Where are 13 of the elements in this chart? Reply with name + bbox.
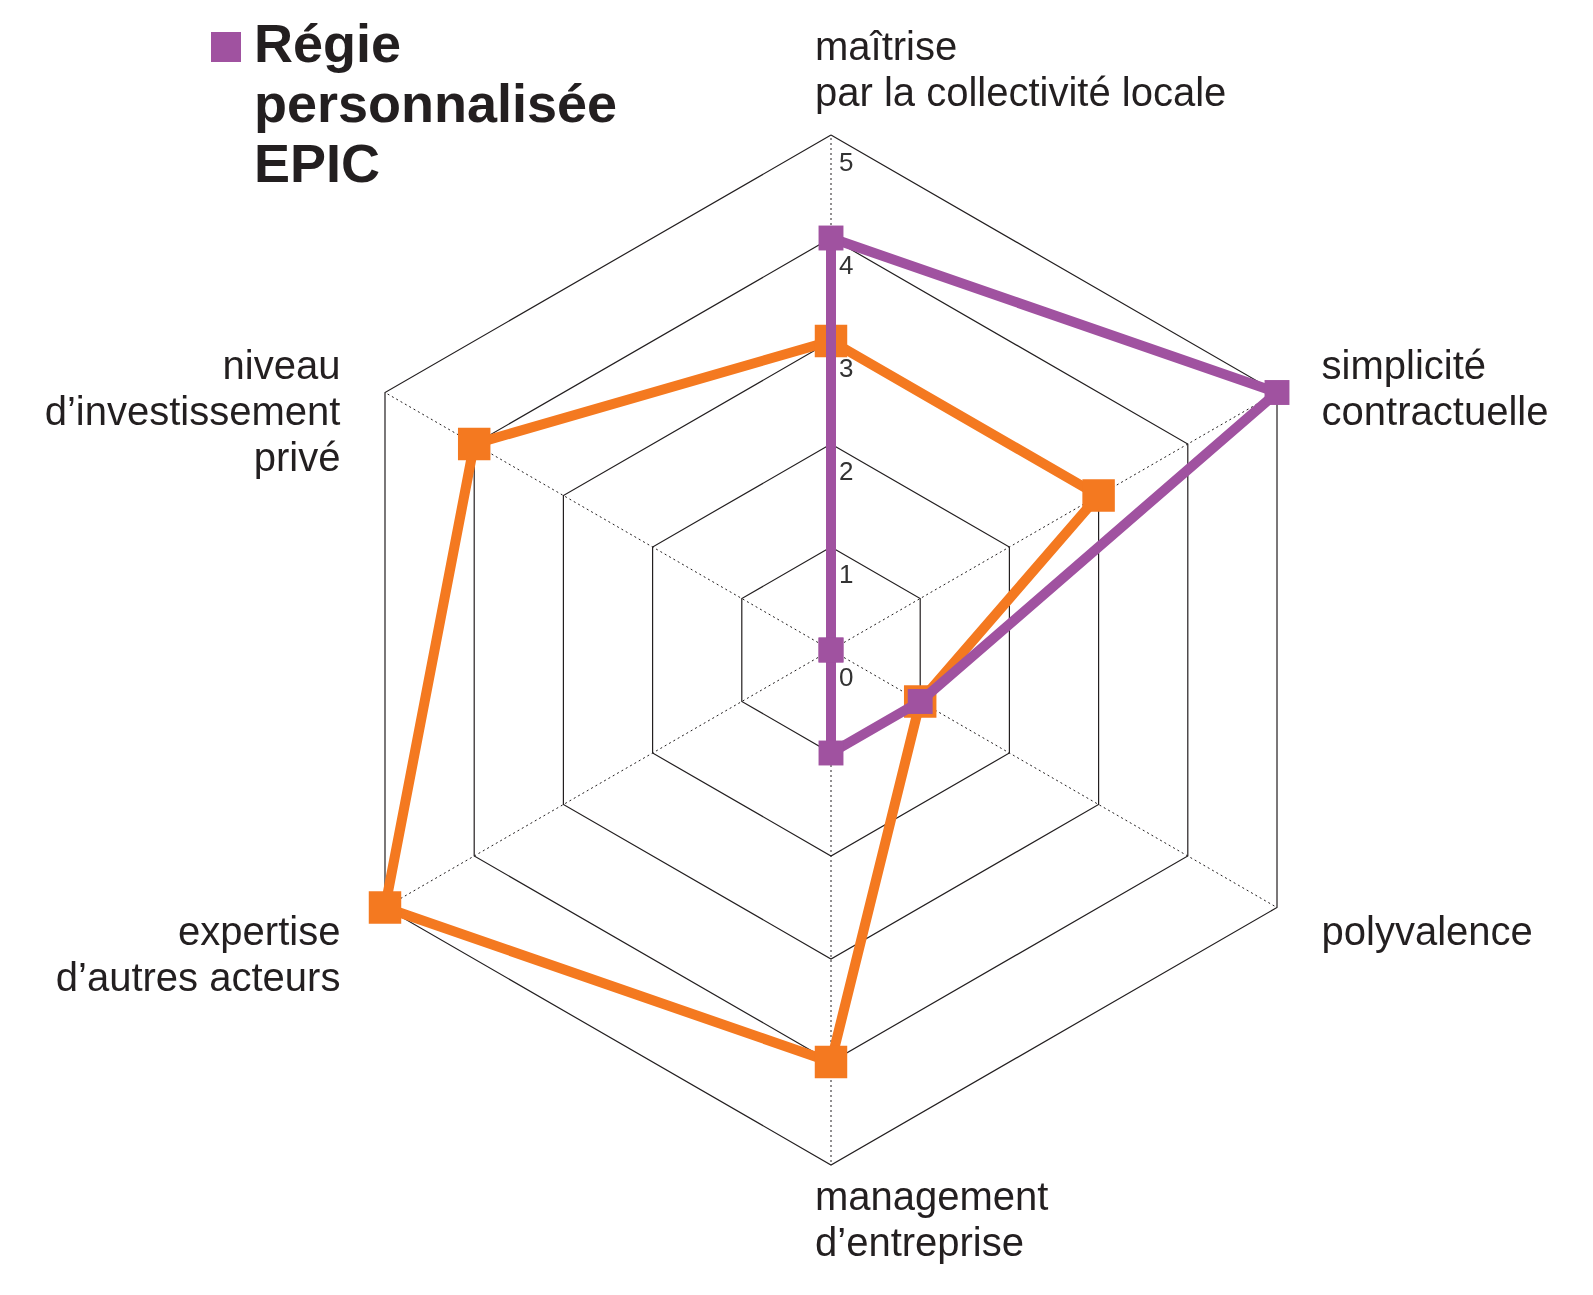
y-tick-label: 1	[839, 559, 854, 589]
y-tick-label: 5	[839, 147, 854, 177]
spoke-label: expertise d’autres acteurs	[55, 909, 341, 1000]
legend-label: Régie personnalisée EPIC	[254, 13, 618, 193]
spoke-label: polyvalence	[1321, 909, 1533, 954]
spoke-label: niveau d’investissement privé	[44, 342, 341, 479]
y-tick-label: 2	[839, 456, 854, 486]
spoke-label: maîtrise par la collectivité locale	[815, 24, 1227, 115]
spoke-label: management d’entreprise	[815, 1173, 1049, 1264]
y-tick-label: 4	[839, 250, 854, 280]
y-tick-label: 0	[839, 662, 854, 692]
y-tick-label: 3	[839, 353, 854, 383]
spoke-label: simplicité contractuelle	[1321, 342, 1549, 433]
